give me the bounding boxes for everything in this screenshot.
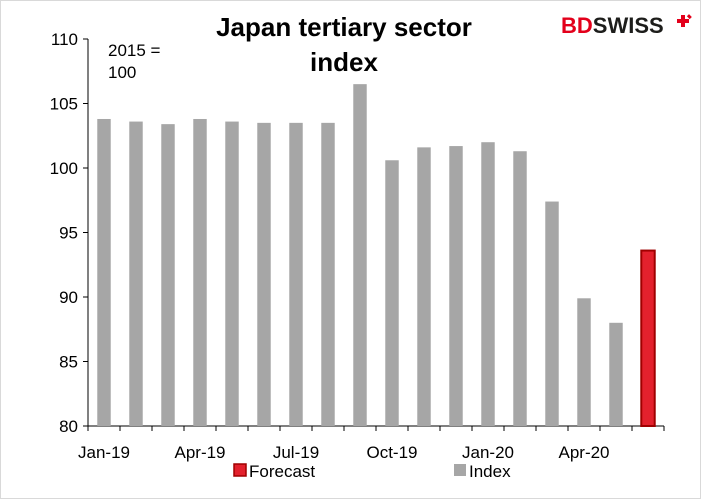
index-bar (385, 160, 399, 426)
index-bar (97, 118, 111, 426)
index-bar (193, 118, 207, 426)
legend: Forecast Index (233, 462, 511, 481)
y-tick-label: 90 (59, 288, 78, 307)
x-tick-label: Jan-20 (462, 443, 514, 462)
base-note-line-2: 100 (108, 63, 136, 82)
index-bar (577, 298, 591, 426)
index-bar (513, 151, 527, 427)
x-tick-label: Apr-19 (174, 443, 225, 462)
legend-label: Index (469, 462, 511, 481)
chart-title-line-2: index (310, 47, 378, 77)
forecast-bar (640, 249, 656, 427)
legend-label: Forecast (249, 462, 315, 481)
index-bar (481, 142, 495, 426)
index-bar (129, 121, 143, 426)
index-bar (417, 147, 431, 427)
brand-part-2: SWISS (593, 13, 664, 38)
index-bar (353, 84, 367, 427)
index-bar (161, 124, 175, 426)
y-tick-label: 105 (50, 95, 78, 114)
legend-swatch (454, 464, 466, 476)
index-bar (609, 322, 623, 426)
y-tick-label: 80 (59, 417, 78, 436)
index-bar (257, 122, 271, 426)
brand-logo: BDSWISS (561, 13, 692, 38)
index-bar (545, 201, 559, 426)
y-tick-label: 85 (59, 353, 78, 372)
brand-part-1: BD (561, 13, 593, 38)
index-bar (449, 146, 463, 426)
index-bar (225, 121, 239, 426)
chart-title-line-1: Japan tertiary sector (216, 12, 472, 42)
legend-swatch (233, 463, 247, 477)
index-bar (321, 122, 335, 426)
x-tick-label: Jul-19 (273, 443, 319, 462)
x-tick-label: Apr-20 (558, 443, 609, 462)
base-note-line-1: 2015 = (108, 41, 161, 60)
x-tick-label: Oct-19 (366, 443, 417, 462)
swiss-cross-icon (677, 14, 692, 27)
y-tick-label: 95 (59, 224, 78, 243)
plot-area: 80 85 90 95 100 105 110 Jan-19 Apr-19 Jul-19 Oct-1… (50, 30, 665, 462)
y-tick-label: 110 (51, 30, 78, 49)
brand-logo-text: BDSWISS (561, 13, 664, 38)
index-bar (289, 122, 303, 426)
x-tick-label: Jan-19 (78, 443, 130, 462)
y-tick-label: 100 (50, 159, 78, 178)
